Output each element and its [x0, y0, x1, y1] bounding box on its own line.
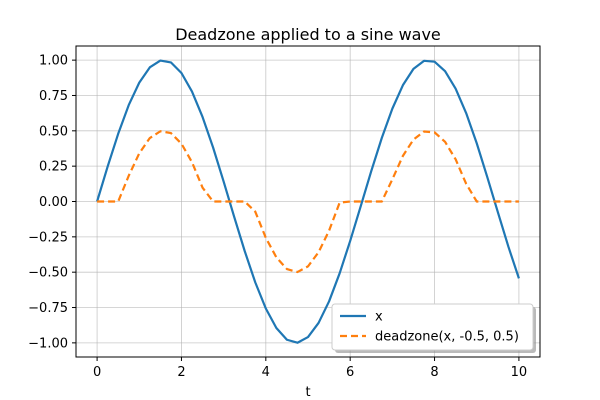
legend-label-0: x — [375, 310, 383, 325]
chart-title: Deadzone applied to a sine wave — [175, 25, 441, 44]
y-tick-label: −0.50 — [28, 266, 68, 281]
y-tick-label: 0.75 — [39, 89, 68, 104]
ticks: 0 2 4 6 8 10 −1.00 −0.75 −0.50 −0.25 0.00 0.25 0.50 0… — [28, 54, 527, 380]
x-tick-label: 8 — [430, 365, 438, 380]
y-tick-label: 0.25 — [39, 160, 68, 175]
x-axis-title: t — [305, 385, 310, 400]
legend-label-1: deadzone(x, -0.5, 0.5) — [375, 330, 519, 345]
x-tick-label: 4 — [262, 365, 270, 380]
legend-box — [331, 303, 534, 351]
x-tick-label: 2 — [177, 365, 185, 380]
y-tick-label: 0.00 — [39, 195, 68, 210]
series-line-1 — [97, 130, 519, 274]
y-tick-label: 1.00 — [39, 54, 68, 69]
series-layer — [96, 59, 520, 344]
y-tick-label: −0.25 — [28, 230, 68, 245]
grid — [76, 46, 540, 357]
x-tick-label: 6 — [346, 365, 354, 380]
x-tick-label: 0 — [93, 365, 101, 380]
series-line-0 — [96, 59, 520, 344]
y-tick-label: 0.50 — [39, 124, 68, 139]
y-tick-label: −0.75 — [28, 301, 68, 316]
x-tick-label: 10 — [511, 365, 528, 380]
y-tick-label: −1.00 — [28, 336, 68, 351]
legend: x deadzone(x, -0.5, 0.5) — [331, 303, 536, 353]
